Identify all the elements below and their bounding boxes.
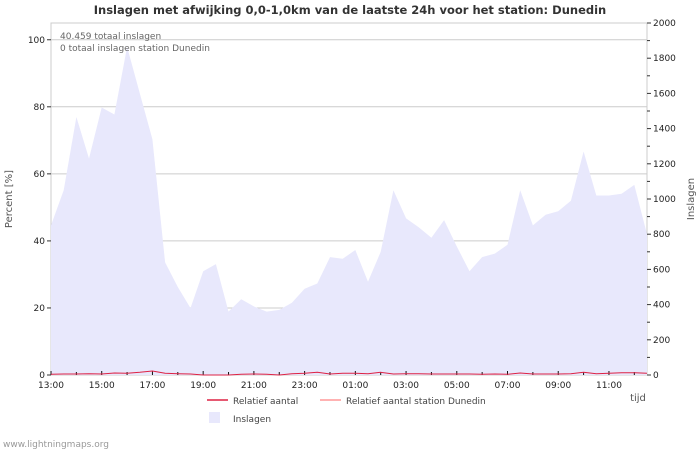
x-tick-label: 07:00: [495, 381, 521, 391]
legend: Relatief aantal Relatief aantal station …: [207, 397, 486, 425]
x-tick-label: 17:00: [139, 381, 165, 391]
right-tick-label: 1400: [653, 125, 676, 135]
x-tick-label: 13:00: [38, 381, 64, 391]
legend-label-station: Relatief aantal station Dunedin: [346, 397, 486, 407]
relatief-aantal-line: [50, 370, 648, 376]
x-tick-label: 21:00: [241, 381, 267, 391]
x-tick-label: 23:00: [292, 381, 318, 391]
left-tick-label: 100: [28, 36, 45, 46]
footer-link[interactable]: www.lightningmaps.org: [3, 440, 109, 450]
x-tick-label: 05:00: [444, 381, 470, 391]
x-tick-label: 09:00: [545, 381, 571, 391]
legend-label-inslagen: Inslagen: [233, 415, 271, 425]
right-tick-label: 1000: [653, 195, 676, 205]
annotation-station: 0 totaal inslagen station Dunedin: [60, 44, 210, 54]
x-tick-label: 15:00: [89, 381, 115, 391]
left-tick-label: 20: [34, 304, 46, 314]
right-tick-label: 1800: [653, 54, 676, 64]
x-tick-label: 19:00: [190, 381, 216, 391]
y-left-label: Percent [%]: [4, 170, 15, 228]
x-tick-label: 11:00: [596, 381, 622, 391]
x-label: tijd: [630, 393, 646, 404]
right-tick-label: 1200: [653, 160, 676, 170]
x-tick-label: 01:00: [342, 381, 368, 391]
axis-ticks: 0204060801000200400600800100012001400160…: [28, 19, 676, 391]
left-tick-label: 80: [34, 103, 46, 113]
inslagen-area: [51, 46, 647, 376]
annotation-total: 40.459 totaal inslagen: [60, 32, 161, 42]
right-tick-label: 2000: [653, 19, 676, 29]
chart-title: Inslagen met afwijking 0,0-1,0km van de …: [94, 3, 607, 17]
right-tick-label: 0: [653, 371, 659, 381]
y-right-label: Inslagen: [686, 178, 697, 220]
right-tick-label: 200: [653, 336, 670, 346]
legend-label-relatief: Relatief aantal: [233, 397, 298, 407]
right-tick-label: 800: [653, 230, 670, 240]
legend-swatch-inslagen: [209, 412, 220, 423]
right-tick-label: 400: [653, 301, 670, 311]
right-tick-label: 1600: [653, 89, 676, 99]
x-tick-label: 03:00: [393, 381, 419, 391]
left-tick-label: 60: [34, 170, 46, 180]
left-tick-label: 0: [39, 371, 45, 381]
left-tick-label: 40: [34, 237, 46, 247]
right-tick-label: 600: [653, 265, 670, 275]
